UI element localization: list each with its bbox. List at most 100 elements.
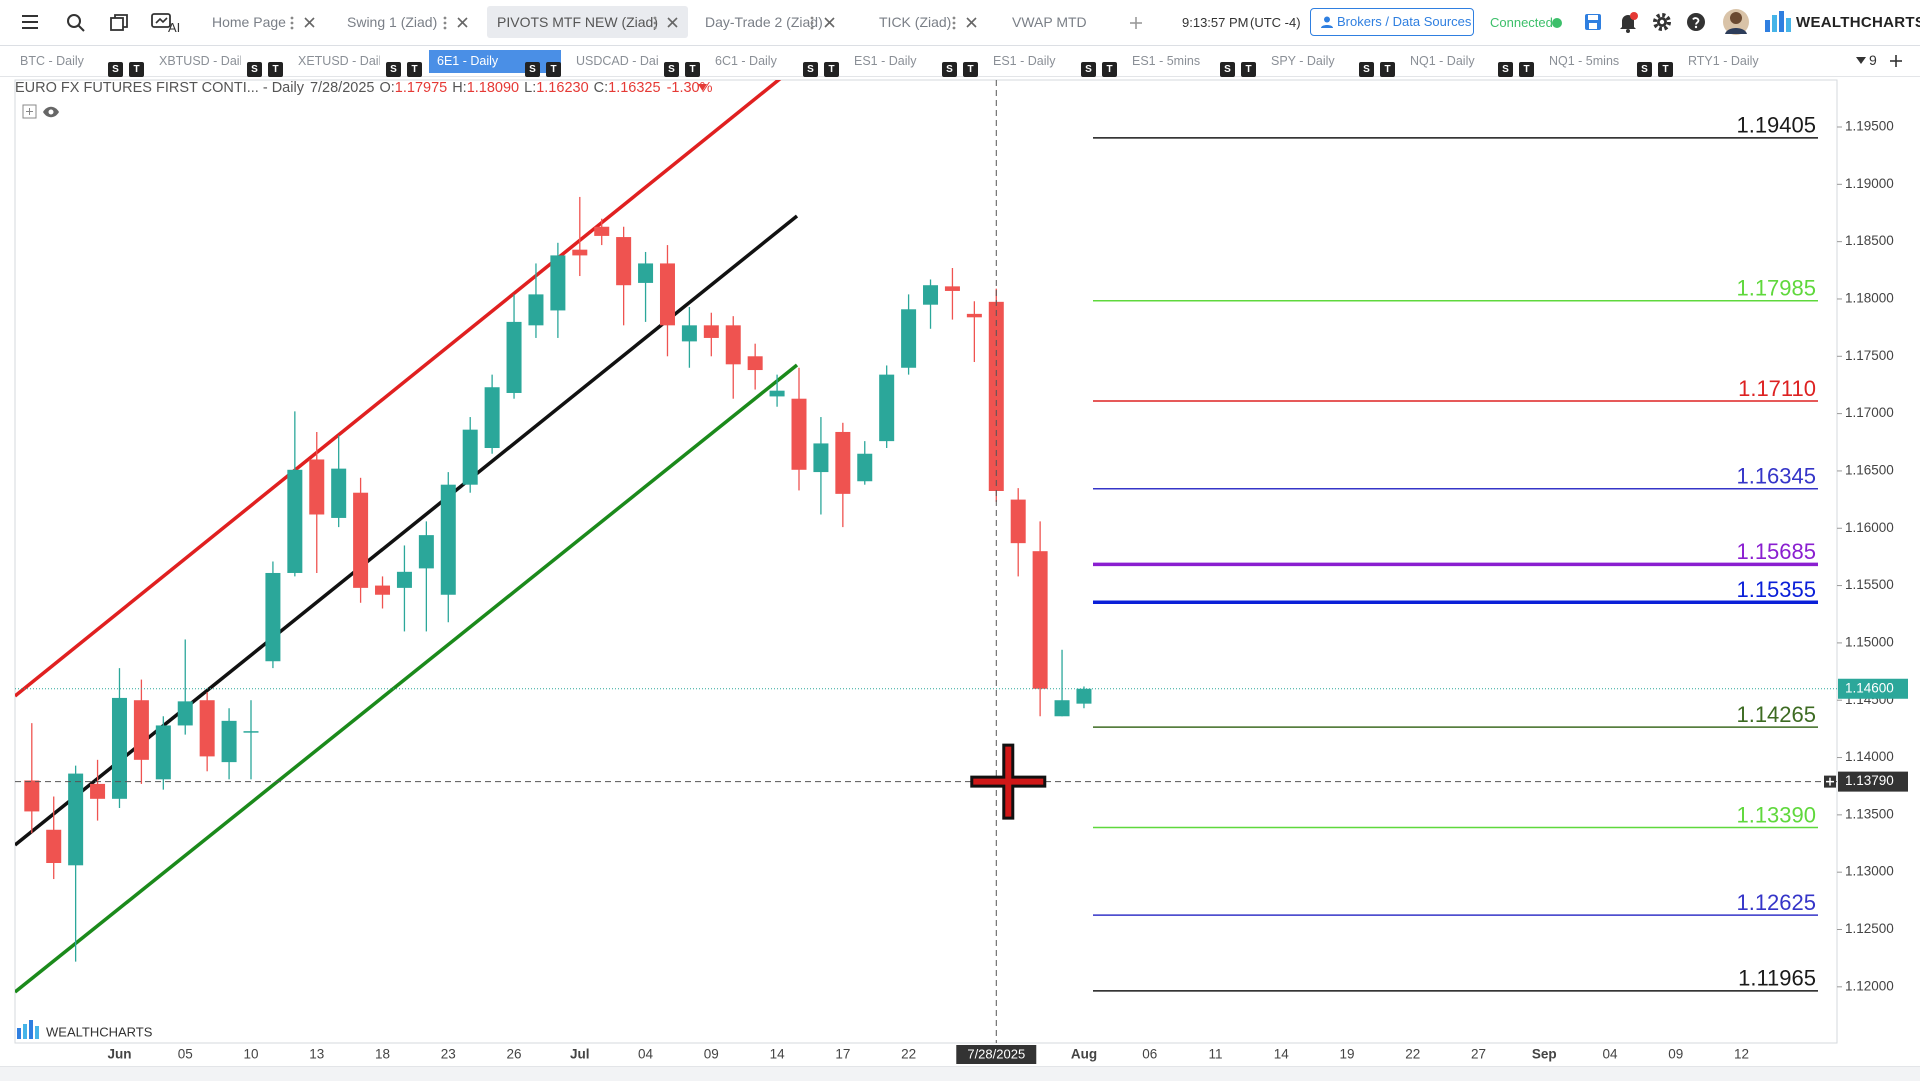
legend-open: 1.17975 — [395, 80, 447, 96]
symbol-badge[interactable]: S — [247, 62, 262, 78]
tab-close-icon[interactable] — [303, 16, 316, 29]
layout-tab-label[interactable]: TICK (Ziad) — [879, 14, 952, 30]
symbol-tab[interactable]: XBTUSD - Daily S T — [151, 50, 285, 78]
symbol-badge[interactable]: T — [963, 62, 978, 78]
symbol-tab-label[interactable]: 6C1 - Daily — [715, 54, 777, 68]
symbol-badge[interactable]: S — [386, 62, 401, 78]
symbol-tab[interactable]: NQ1 - Daily S T — [1402, 50, 1536, 78]
symbol-tab-label[interactable]: XETUSD - Daily — [298, 54, 380, 68]
symbol-tab-label[interactable]: USDCAD - Daily — [576, 54, 658, 68]
brokers-button[interactable]: Brokers / Data Sources — [1310, 8, 1474, 36]
symbol-tab[interactable]: ES1 - Daily S T — [846, 50, 980, 78]
symbol-tab-label[interactable]: ES1 - 5mins — [1132, 54, 1201, 68]
tab-menu-icon[interactable] — [442, 15, 448, 31]
symbol-badge[interactable]: T — [268, 62, 283, 78]
alerts-icon[interactable] — [1617, 11, 1639, 33]
layout-tab-label[interactable]: Day-Trade 2 (Ziad) — [705, 14, 823, 30]
layout-tab[interactable]: VWAP MTD MAG — [1002, 6, 1114, 62]
symbol-badge[interactable]: T — [1519, 62, 1534, 78]
pivot-label: 1.17985 — [1736, 276, 1816, 301]
tab-close-icon[interactable] — [456, 16, 469, 29]
symbol-badge[interactable]: S — [1220, 62, 1235, 78]
layouts-icon[interactable] — [108, 12, 130, 34]
symbol-badge[interactable]: S — [803, 62, 818, 78]
candle-body — [857, 453, 873, 482]
tab-close-icon[interactable] — [965, 16, 978, 29]
symbol-tab[interactable]: NQ1 - 5mins S T — [1541, 50, 1675, 78]
brokers-label[interactable]: Brokers / Data Sources — [1337, 14, 1472, 29]
symbol-tab[interactable]: BTC - Daily S T — [12, 50, 146, 78]
layout-tab[interactable]: Swing 1 (Ziad) — [337, 6, 478, 38]
symbol-tab-label[interactable]: ES1 - Daily — [854, 54, 917, 68]
x-tick-label: 14 — [770, 1047, 786, 1062]
symbol-badge[interactable]: T — [1658, 62, 1673, 78]
legend-close: 1.16325 — [608, 80, 660, 96]
y-tick-label: 1.15000 — [1845, 634, 1894, 649]
symbol-tab[interactable]: XETUSD - Daily S T — [290, 50, 424, 78]
symbol-tab[interactable]: RTY1 - Daily — [1680, 50, 1814, 73]
y-tick-label: 1.19500 — [1845, 119, 1894, 134]
add-indicator-icon[interactable] — [22, 104, 37, 119]
candle-body — [177, 701, 193, 726]
tab-menu-icon[interactable] — [951, 15, 957, 31]
symbol-list-dropdown[interactable] — [1856, 57, 1866, 65]
symbol-badge[interactable]: T — [1380, 62, 1395, 78]
symbol-tab-label[interactable]: NQ1 - Daily — [1410, 54, 1475, 68]
symbol-tab-label[interactable]: 6E1 - Daily — [437, 54, 499, 68]
x-tick-label: Sep — [1532, 1047, 1557, 1062]
layout-tab-label[interactable]: Swing 1 (Ziad) — [347, 14, 438, 30]
symbol-tab[interactable]: SPY - Daily S T — [1263, 50, 1397, 78]
ai-label[interactable]: AI — [168, 20, 181, 35]
visibility-icon[interactable] — [43, 106, 59, 118]
symbol-badge[interactable]: T — [685, 62, 700, 78]
symbol-tab[interactable]: USDCAD - Daily ST — [568, 50, 702, 78]
symbol-badge[interactable]: S — [108, 62, 123, 78]
symbol-tab-label[interactable]: NQ1 - 5mins — [1549, 54, 1620, 68]
symbol-tab-label[interactable]: RTY1 - Daily — [1688, 54, 1759, 68]
symbol-badge[interactable]: S — [1637, 62, 1652, 78]
layout-tab-label[interactable]: PIVOTS MTF NEW (Ziad) — [497, 14, 658, 30]
symbol-tab[interactable]: 6E1 - Daily S T — [429, 50, 561, 78]
menu-icon[interactable] — [20, 12, 40, 32]
tab-menu-icon[interactable] — [809, 15, 815, 31]
add-tab-icon[interactable] — [1128, 15, 1144, 31]
candle-body — [572, 249, 588, 256]
symbol-badge[interactable]: S — [525, 62, 540, 78]
symbol-add-icon[interactable] — [1888, 53, 1904, 69]
symbol-badge[interactable]: T — [1241, 62, 1256, 78]
symbol-badge[interactable]: T — [1102, 62, 1117, 78]
help-icon[interactable] — [1685, 11, 1707, 33]
symbol-badge[interactable]: S — [1498, 62, 1513, 78]
symbol-badge[interactable]: T — [129, 62, 144, 78]
symbol-badge[interactable]: T — [824, 62, 839, 78]
settings-icon[interactable] — [1651, 11, 1673, 33]
crosshair-date-label: 7/28/2025 — [967, 1046, 1025, 1061]
symbol-tab-label[interactable]: ES1 - Daily — [993, 54, 1056, 68]
tab-close-icon[interactable] — [823, 16, 836, 29]
symbol-tab[interactable]: ES1 - Daily S T — [985, 50, 1119, 78]
avatar[interactable] — [1722, 8, 1750, 36]
layout-tab[interactable]: Day-Trade 2 (Ziad) — [695, 6, 845, 38]
symbol-tab[interactable]: 6C1 - Daily S T — [707, 50, 841, 78]
clock: 9:13:57 PM — [1182, 15, 1249, 30]
ai-icon[interactable] — [150, 10, 174, 34]
symbol-tab[interactable]: ES1 - 5mins S T — [1124, 50, 1258, 78]
save-icon[interactable] — [1583, 12, 1603, 32]
symbol-tab-label[interactable]: SPY - Daily — [1271, 54, 1335, 68]
tab-menu-icon[interactable] — [289, 15, 295, 31]
tab-menu-icon[interactable] — [652, 15, 658, 31]
symbol-badge[interactable]: S — [1359, 62, 1374, 78]
layout-tab[interactable]: Home Page — [202, 6, 325, 38]
layout-tab[interactable]: TICK (Ziad) — [869, 6, 987, 38]
symbol-tab-label[interactable]: XBTUSD - Daily — [159, 54, 241, 68]
tab-close-icon[interactable] — [666, 16, 679, 29]
symbol-badge[interactable]: T — [407, 62, 422, 78]
layout-tab[interactable]: PIVOTS MTF NEW (Ziad) — [487, 6, 688, 38]
symbol-tab-label[interactable]: BTC - Daily — [20, 54, 84, 68]
symbol-badge[interactable]: S — [1081, 62, 1096, 78]
symbol-badge[interactable]: S — [664, 62, 679, 78]
symbol-badge[interactable]: S — [942, 62, 957, 78]
search-icon[interactable] — [65, 12, 87, 34]
layout-tab-label[interactable]: Home Page — [212, 14, 286, 30]
symbol-badge[interactable]: T — [546, 62, 561, 78]
